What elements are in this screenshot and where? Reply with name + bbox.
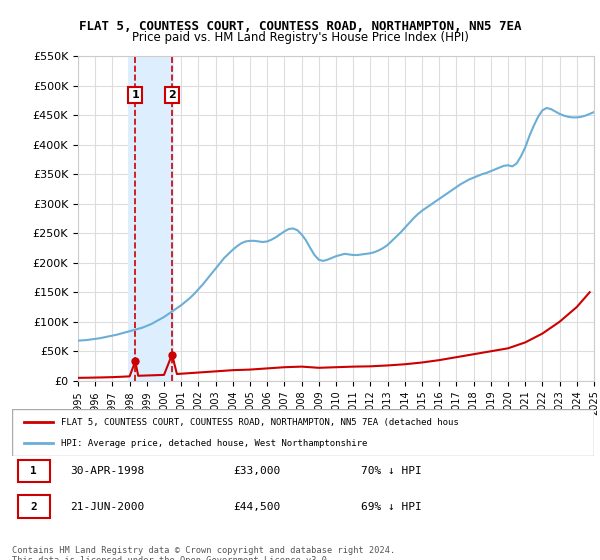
Text: 1: 1 (30, 466, 37, 476)
Text: FLAT 5, COUNTESS COURT, COUNTESS ROAD, NORTHAMPTON, NN5 7EA (detached hous: FLAT 5, COUNTESS COURT, COUNTESS ROAD, N… (61, 418, 459, 427)
FancyBboxPatch shape (12, 409, 594, 456)
Text: Contains HM Land Registry data © Crown copyright and database right 2024.
This d: Contains HM Land Registry data © Crown c… (12, 546, 395, 560)
Text: £33,000: £33,000 (233, 466, 280, 476)
Text: 21-JUN-2000: 21-JUN-2000 (70, 502, 145, 512)
Text: 70% ↓ HPI: 70% ↓ HPI (361, 466, 422, 476)
Text: 30-APR-1998: 30-APR-1998 (70, 466, 145, 476)
FancyBboxPatch shape (128, 56, 175, 381)
Text: 1: 1 (131, 90, 139, 100)
Text: FLAT 5, COUNTESS COURT, COUNTESS ROAD, NORTHAMPTON, NN5 7EA: FLAT 5, COUNTESS COURT, COUNTESS ROAD, N… (79, 20, 521, 32)
Text: Price paid vs. HM Land Registry's House Price Index (HPI): Price paid vs. HM Land Registry's House … (131, 31, 469, 44)
Text: 2: 2 (168, 90, 176, 100)
Text: £44,500: £44,500 (233, 502, 280, 512)
Text: HPI: Average price, detached house, West Northamptonshire: HPI: Average price, detached house, West… (61, 438, 368, 447)
FancyBboxPatch shape (18, 496, 50, 518)
Text: 2: 2 (30, 502, 37, 512)
FancyBboxPatch shape (18, 460, 50, 482)
Text: 69% ↓ HPI: 69% ↓ HPI (361, 502, 422, 512)
